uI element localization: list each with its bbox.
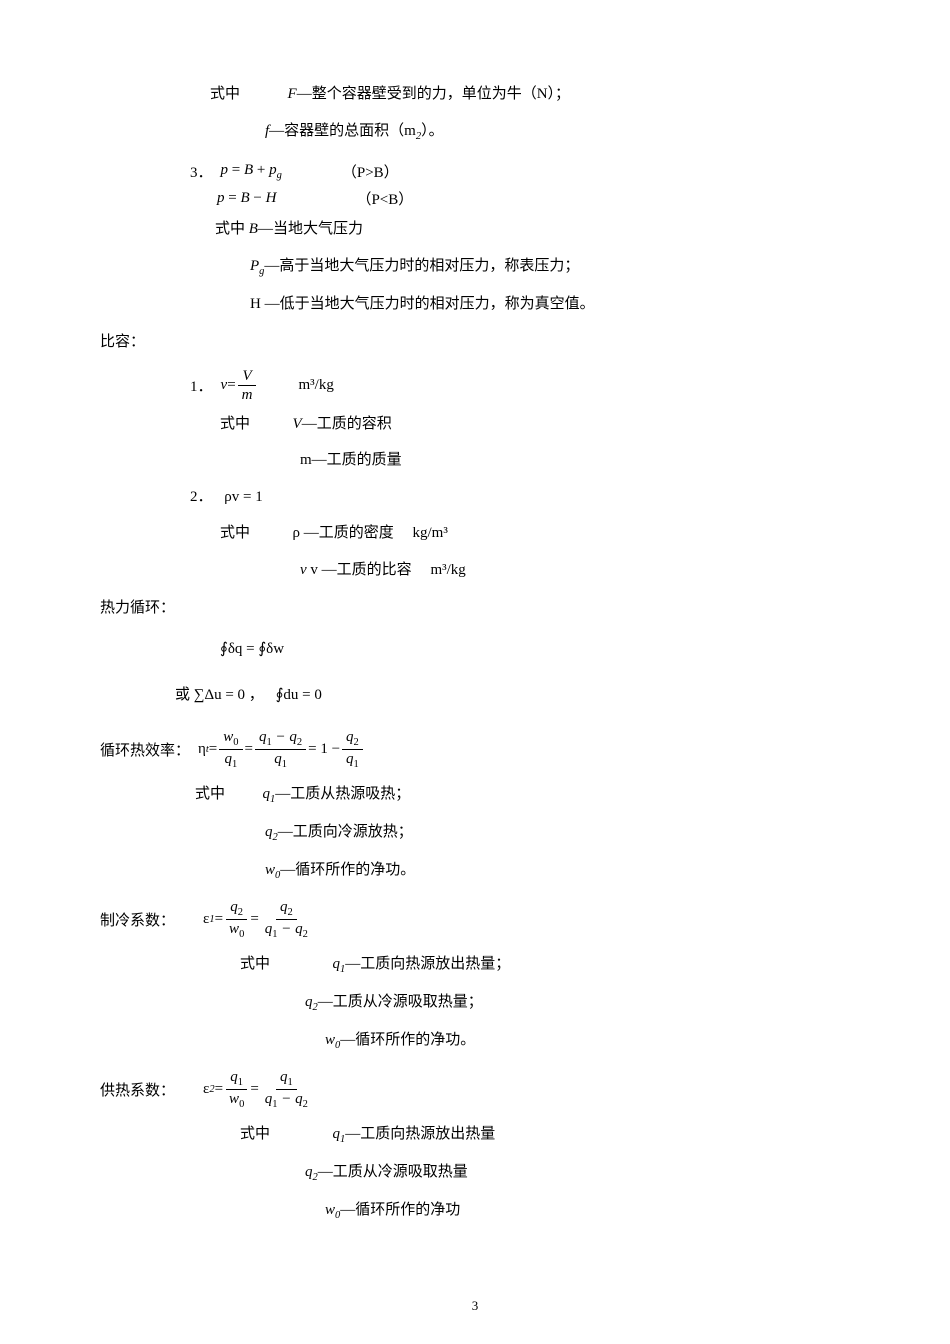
eps2-formula: 供热系数： ε2 = q1w0 = q1q1 − q2 bbox=[100, 1068, 850, 1112]
force-def-f: f—容器壁的总面积（m2）。 bbox=[265, 117, 850, 147]
eps2-q1: 式中 q1—工质向热源放出热量 bbox=[240, 1120, 850, 1150]
section-cycle: 热力循环： bbox=[100, 594, 850, 623]
pressure-eq2: p = B − H （P<B） bbox=[217, 188, 850, 209]
eta-q2: q2—工质向冷源放热； bbox=[265, 818, 850, 848]
pressure-eq1: 3． p = B + pg （P>B） bbox=[190, 161, 850, 182]
page-number: 3 bbox=[472, 1298, 479, 1314]
sv-where: 式中 V—工质的容积 bbox=[220, 410, 850, 439]
eta-w0: w0—循环所作的净功。 bbox=[265, 856, 850, 886]
eta-formula: 循环热效率： ηt = w0q1 = q1 − q2q1 = 1 − q2q1 bbox=[100, 728, 850, 772]
eps1-w0: w0—循环所作的净功。 bbox=[325, 1026, 850, 1056]
pressure-pg-def: Pg—高于当地大气压力时的相对压力，称表压力； bbox=[250, 252, 850, 282]
eta-q1: 式中 q1—工质从热源吸热； bbox=[195, 780, 850, 810]
sv-m-def: m—工质的质量 bbox=[300, 446, 850, 475]
eps2-q2: q2—工质从冷源吸取热量 bbox=[305, 1158, 850, 1188]
eps1-q2: q2—工质从冷源吸取热量； bbox=[305, 988, 850, 1018]
eps1-q1: 式中 q1—工质向热源放出热量； bbox=[240, 950, 850, 980]
pressure-h-def: H —低于当地大气压力时的相对压力，称为真空值。 bbox=[250, 290, 850, 319]
eps1-formula: 制冷系数： ε1 = q2w0 = q2q1 − q2 bbox=[100, 898, 850, 942]
cycle-eq2: 或 ∑Δu = 0 ， ∮du = 0 bbox=[175, 681, 850, 710]
sv-eq2: 2． ρv = 1 bbox=[190, 483, 850, 512]
sv-eq1: 1． v = Vm m³/kg bbox=[190, 367, 850, 404]
sv-v-def: v v —工质的比容 m³/kg bbox=[300, 556, 850, 585]
force-def-F: 式中 F—整个容器壁受到的力，单位为牛（N）； bbox=[210, 80, 850, 109]
eps2-w0: w0—循环所作的净功 bbox=[325, 1196, 850, 1226]
pressure-where: 式中 B—当地大气压力 bbox=[215, 215, 850, 244]
sv-rho-def: 式中 ρ —工质的密度 kg/m³ bbox=[220, 519, 850, 548]
section-specific-volume: 比容： bbox=[100, 328, 850, 357]
cycle-eq1: ∮δq = ∮δw bbox=[220, 635, 850, 664]
